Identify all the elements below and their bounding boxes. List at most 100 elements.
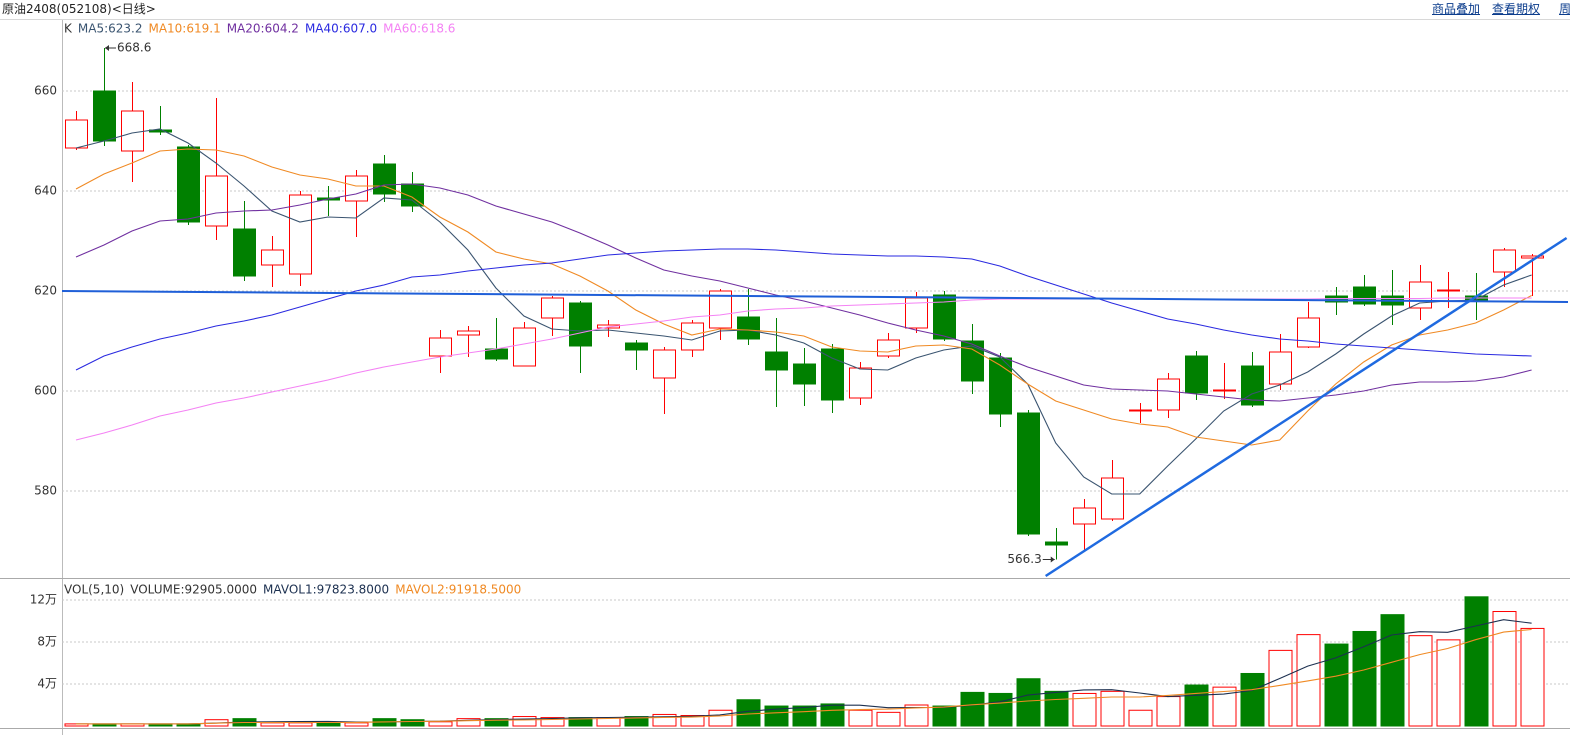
candle-body <box>1129 409 1152 412</box>
candle-body <box>569 302 592 347</box>
volume-ma-line <box>76 619 1532 725</box>
volume-bar <box>876 711 901 727</box>
legend-item: MA20:604.2 <box>227 22 299 36</box>
volume-bar <box>1492 611 1517 727</box>
candle-body <box>1045 541 1068 546</box>
y-tick-label: 8万 <box>37 634 57 648</box>
instrument-title: 原油2408(052108)<日线> <box>2 2 156 16</box>
legend-item: MA60:618.6 <box>383 22 455 36</box>
candle-body <box>429 337 452 357</box>
volume-bar <box>1352 630 1377 727</box>
y-tick-label: 12万 <box>30 592 57 606</box>
volume-bar <box>512 716 537 727</box>
volume-ma-line <box>76 628 1532 725</box>
volume-bar <box>708 709 733 727</box>
volume-bar <box>988 692 1013 727</box>
volume-bar <box>792 705 817 727</box>
volume-bar <box>1016 678 1041 727</box>
volume-bar <box>316 722 341 727</box>
plot-area <box>64 596 1545 727</box>
legend-item: VOLUME:92905.0000 <box>130 583 257 597</box>
ma-line <box>75 248 1532 371</box>
volume-bar <box>904 704 929 727</box>
annotation-arrowhead <box>104 45 109 51</box>
candle-body <box>541 297 564 319</box>
volume-bar <box>344 722 369 727</box>
candle-body <box>1493 249 1516 273</box>
candle-body <box>1521 255 1544 259</box>
candle-body <box>93 90 116 142</box>
volume-bar <box>540 717 565 727</box>
volume-bar <box>1520 627 1545 727</box>
candle-body <box>989 357 1012 415</box>
candle-body <box>1297 317 1320 348</box>
drawn-line <box>1044 236 1568 578</box>
options-link[interactable]: 查看期权 <box>1492 2 1541 16</box>
volume-bar <box>680 714 705 727</box>
y-tick-label: 4万 <box>37 676 57 690</box>
candle-body <box>261 249 284 266</box>
candle-body <box>513 327 536 367</box>
candle-body <box>961 340 984 382</box>
volume-bar <box>960 691 985 727</box>
volume-bar <box>1212 686 1237 727</box>
volume-bar <box>1156 696 1181 727</box>
volume-bar <box>1268 649 1293 727</box>
volume-bar <box>932 705 957 727</box>
volume-bar <box>1240 672 1265 727</box>
volume-bar <box>288 722 313 727</box>
drawn-line <box>62 290 1568 303</box>
candle-body <box>65 119 88 149</box>
period-link[interactable]: 周 <box>1559 2 1570 16</box>
candle-body <box>233 228 256 277</box>
candle-body <box>121 110 144 152</box>
volume-bar <box>652 713 677 727</box>
y-tick-label: 660 <box>34 84 57 98</box>
candle-body <box>793 363 816 385</box>
low-annotation: 566.3 <box>1007 552 1041 566</box>
volume-bar <box>1436 639 1461 727</box>
overlay-link[interactable]: 商品叠加 <box>1432 2 1481 16</box>
legend-label: K <box>64 22 73 36</box>
volume-bar <box>624 716 649 727</box>
candle-body <box>1185 355 1208 394</box>
candle-body <box>1437 289 1460 292</box>
candle-body <box>765 351 788 371</box>
volume-bar <box>764 705 789 727</box>
candle-body <box>289 194 312 275</box>
candle-body <box>681 322 704 351</box>
candle-body <box>933 294 956 340</box>
volume-bar <box>1408 635 1433 727</box>
candle-body <box>205 175 228 227</box>
y-tick-label: 640 <box>34 184 57 198</box>
candle-body <box>1073 507 1096 525</box>
volume-bar <box>1464 596 1489 727</box>
legend-item: MAVOL1:97823.8000 <box>263 583 389 597</box>
candle-body <box>345 175 368 202</box>
candle-body <box>877 339 900 357</box>
volume-bar <box>484 718 509 727</box>
legend-item: MAVOL2:91918.5000 <box>395 583 521 597</box>
plot-area <box>62 48 1568 578</box>
header-bar: 原油2408(052108)<日线> 商品叠加 查看期权 周 <box>0 0 1570 19</box>
y-tick-label: 600 <box>34 384 57 398</box>
volume-bar <box>736 699 761 727</box>
candle-body <box>653 349 676 379</box>
legend-item: MA10:619.1 <box>148 22 220 36</box>
candle-body <box>177 146 200 223</box>
candle-body <box>1241 365 1264 406</box>
volume-bar <box>1184 684 1209 727</box>
annotation-arrowhead <box>1050 556 1055 563</box>
candle-body <box>1017 412 1040 535</box>
candle-body <box>1213 389 1236 392</box>
candle-body <box>737 316 760 340</box>
high-annotation: 668.6 <box>117 41 151 55</box>
candle-body <box>821 348 844 401</box>
volume-bar <box>1324 643 1349 727</box>
ma-line <box>75 148 1532 446</box>
candle-body <box>625 342 648 351</box>
y-tick-label: 580 <box>34 484 57 498</box>
volume-bar <box>428 721 453 727</box>
